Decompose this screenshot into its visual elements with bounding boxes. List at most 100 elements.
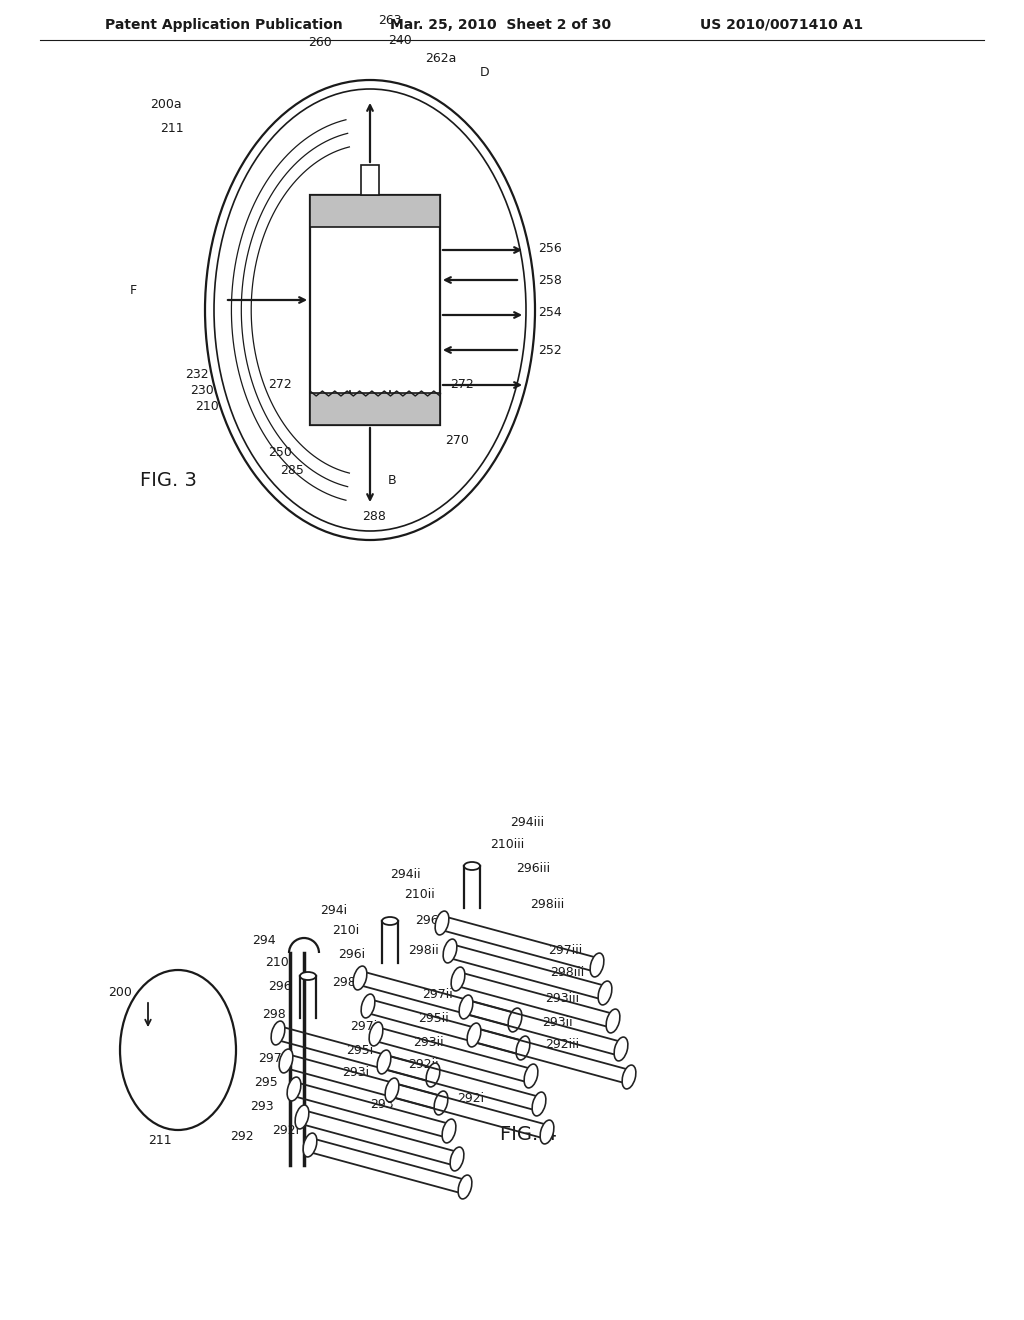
Text: 297i: 297i xyxy=(350,1020,377,1034)
Text: Patent Application Publication: Patent Application Publication xyxy=(105,18,343,32)
Text: 260: 260 xyxy=(308,36,332,49)
Text: 200: 200 xyxy=(108,986,132,998)
Ellipse shape xyxy=(458,1175,472,1199)
Ellipse shape xyxy=(452,968,465,991)
Text: 210: 210 xyxy=(195,400,219,413)
Ellipse shape xyxy=(353,966,367,990)
Ellipse shape xyxy=(361,994,375,1018)
Ellipse shape xyxy=(443,939,457,962)
Text: 297ii: 297ii xyxy=(422,989,453,1002)
Text: 298i: 298i xyxy=(332,975,359,989)
Text: 295ii: 295ii xyxy=(418,1011,449,1024)
Ellipse shape xyxy=(442,1119,456,1143)
Ellipse shape xyxy=(382,917,398,925)
Text: 272: 272 xyxy=(268,379,292,392)
Text: 270: 270 xyxy=(445,433,469,446)
Text: 297: 297 xyxy=(258,1052,282,1064)
Text: 294i: 294i xyxy=(319,903,347,916)
Text: 293i: 293i xyxy=(342,1067,369,1080)
Ellipse shape xyxy=(614,1038,628,1061)
Text: 293iii: 293iii xyxy=(545,991,580,1005)
Ellipse shape xyxy=(464,862,480,870)
Ellipse shape xyxy=(508,1008,522,1032)
Text: 252: 252 xyxy=(538,343,562,356)
Text: 230: 230 xyxy=(190,384,214,396)
Ellipse shape xyxy=(426,1063,440,1086)
Text: 296i: 296i xyxy=(338,949,366,961)
Ellipse shape xyxy=(377,1051,391,1074)
Ellipse shape xyxy=(385,1078,399,1102)
Text: Mar. 25, 2010  Sheet 2 of 30: Mar. 25, 2010 Sheet 2 of 30 xyxy=(390,18,611,32)
Text: 272: 272 xyxy=(450,379,474,392)
Text: 298iii: 298iii xyxy=(550,966,585,979)
Text: 294iii: 294iii xyxy=(510,816,544,829)
Ellipse shape xyxy=(300,972,316,979)
Text: 288: 288 xyxy=(362,511,386,524)
Ellipse shape xyxy=(532,1092,546,1115)
Text: 298iii: 298iii xyxy=(530,899,564,912)
Text: 292i: 292i xyxy=(457,1092,484,1105)
Text: 296iii: 296iii xyxy=(516,862,550,874)
Ellipse shape xyxy=(280,1049,293,1073)
Ellipse shape xyxy=(606,1008,620,1034)
Text: 296ii: 296ii xyxy=(415,913,445,927)
Text: 297iii: 297iii xyxy=(548,944,583,957)
Text: 210: 210 xyxy=(265,956,289,969)
Ellipse shape xyxy=(590,953,604,977)
Text: 211: 211 xyxy=(148,1134,172,1147)
Text: 211: 211 xyxy=(160,121,183,135)
Text: 254: 254 xyxy=(538,306,562,319)
Text: 256: 256 xyxy=(538,242,562,255)
Text: F: F xyxy=(130,284,137,297)
Text: D: D xyxy=(480,66,489,78)
Text: 295: 295 xyxy=(254,1076,278,1089)
Text: 292i: 292i xyxy=(272,1123,299,1137)
Bar xyxy=(361,165,379,195)
Text: 293: 293 xyxy=(250,1100,273,1113)
Text: US 2010/0071410 A1: US 2010/0071410 A1 xyxy=(700,18,863,32)
Text: 250: 250 xyxy=(268,446,292,459)
Text: 200a: 200a xyxy=(150,99,181,111)
Text: 293: 293 xyxy=(370,1098,393,1111)
Text: 210ii: 210ii xyxy=(404,887,435,900)
Text: 210i: 210i xyxy=(332,924,359,936)
Ellipse shape xyxy=(369,1022,383,1045)
Text: 293ii: 293ii xyxy=(542,1015,572,1028)
Text: 210iii: 210iii xyxy=(490,837,524,850)
Text: B: B xyxy=(388,474,396,487)
Bar xyxy=(310,195,440,425)
Text: 293ii: 293ii xyxy=(413,1035,443,1048)
Ellipse shape xyxy=(459,995,473,1019)
Bar xyxy=(310,195,440,227)
Ellipse shape xyxy=(467,1023,481,1047)
Ellipse shape xyxy=(435,911,449,935)
Bar xyxy=(310,393,440,425)
Text: FIG. 3: FIG. 3 xyxy=(140,470,197,490)
Text: 292ii: 292ii xyxy=(408,1059,438,1072)
Text: 298ii: 298ii xyxy=(408,944,438,957)
Ellipse shape xyxy=(623,1065,636,1089)
Text: FIG. 4: FIG. 4 xyxy=(500,1126,557,1144)
Text: 296: 296 xyxy=(268,981,292,994)
Text: 294ii: 294ii xyxy=(390,869,421,882)
Text: 295i: 295i xyxy=(346,1044,374,1056)
Ellipse shape xyxy=(303,1133,316,1156)
Text: 232: 232 xyxy=(185,368,209,381)
Text: 240: 240 xyxy=(388,33,412,46)
Text: 263: 263 xyxy=(378,13,401,26)
Text: 285: 285 xyxy=(280,463,304,477)
Ellipse shape xyxy=(598,981,612,1005)
Text: 258: 258 xyxy=(538,273,562,286)
Ellipse shape xyxy=(516,1036,529,1060)
Ellipse shape xyxy=(295,1105,309,1129)
Text: 294: 294 xyxy=(252,933,275,946)
Ellipse shape xyxy=(524,1064,538,1088)
Text: 292iii: 292iii xyxy=(545,1039,580,1052)
Ellipse shape xyxy=(434,1092,447,1115)
Ellipse shape xyxy=(287,1077,301,1101)
Ellipse shape xyxy=(540,1121,554,1144)
Text: 292: 292 xyxy=(230,1130,254,1143)
Text: 298: 298 xyxy=(262,1008,286,1022)
Ellipse shape xyxy=(451,1147,464,1171)
Text: 262a: 262a xyxy=(425,51,457,65)
